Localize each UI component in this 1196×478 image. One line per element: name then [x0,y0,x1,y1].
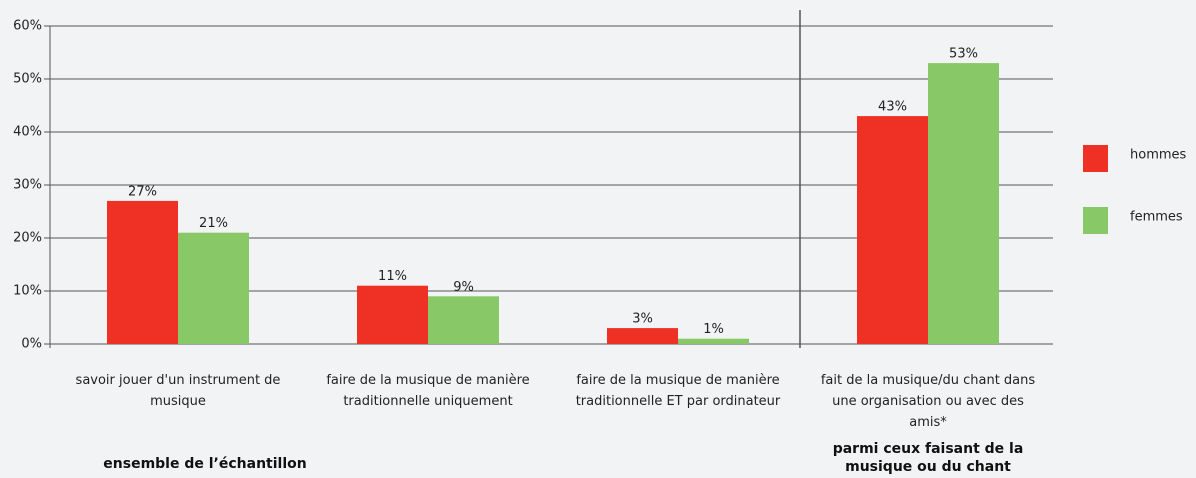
legend-swatch [1083,207,1108,234]
bar [857,116,928,344]
data-label: 9% [453,280,474,295]
y-tick-label: 0% [21,337,42,352]
bar [607,328,678,344]
data-label: 11% [378,269,407,284]
bar [928,63,999,344]
y-tick-label: 10% [13,284,42,299]
legend-label: femmes [1130,210,1183,225]
group-label: ensemble de l’échantillon [103,456,307,472]
y-tick-label: 30% [13,178,42,193]
y-tick-label: 40% [13,125,42,140]
bar [678,338,749,344]
data-label: 21% [199,216,228,231]
x-tick-label: faire de la musique de manière tradition… [575,373,781,409]
legend-swatch [1083,145,1108,172]
x-tick-label: fait de la musique/du chant dans une org… [820,373,1036,430]
bar [107,200,178,344]
bar [428,296,499,344]
bar [357,285,428,344]
legend-label: hommes [1130,148,1187,163]
y-tick-label: 20% [13,231,42,246]
data-label: 43% [878,100,907,115]
y-tick-label: 50% [13,72,42,87]
data-label: 3% [632,312,653,327]
data-label: 1% [703,322,724,337]
x-tick-label: savoir jouer d'un instrument de musique [75,373,281,409]
bar [178,232,249,344]
x-tick-label: faire de la musique de manière tradition… [326,373,530,409]
data-label: 53% [949,47,978,62]
group-label: parmi ceux faisant de la musique ou du c… [832,441,1024,475]
y-tick-label: 60% [13,19,42,34]
data-label: 27% [128,184,157,199]
